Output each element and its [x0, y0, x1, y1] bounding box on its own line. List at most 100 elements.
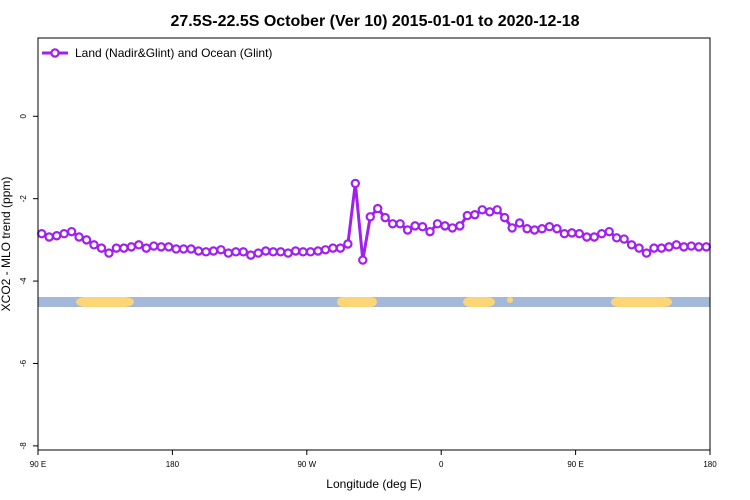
x-tick-label: 180: [166, 460, 180, 469]
data-point: [350, 178, 361, 189]
data-point: [358, 255, 368, 265]
y-tick-label: 0: [19, 114, 28, 119]
data-point: [37, 228, 47, 239]
data-point: [395, 219, 405, 229]
data-point: [701, 242, 711, 252]
data-point: [544, 221, 555, 232]
data-point: [343, 239, 353, 249]
data-point: [149, 241, 159, 251]
x-axis-label: Longitude (deg E): [326, 477, 421, 491]
data-point: [141, 243, 151, 253]
data-point: [156, 242, 166, 252]
data-point: [402, 225, 413, 235]
data-point: [455, 221, 465, 231]
data-point: [664, 242, 674, 252]
data-point: [567, 228, 577, 238]
plot-frame: [37, 37, 711, 451]
data-point: [611, 233, 622, 243]
chart-title: 27.5S-22.5S October (Ver 10) 2015-01-01 …: [170, 13, 579, 30]
data-point: [656, 243, 667, 253]
data-point: [626, 240, 637, 250]
data-point: [238, 247, 249, 257]
data-point: [246, 250, 256, 260]
data-point: [686, 241, 697, 251]
data-point: [126, 242, 137, 252]
data-point: [410, 221, 420, 231]
data-point: [119, 243, 129, 253]
x-tick-label: 0: [439, 460, 444, 469]
data-point: [522, 224, 532, 234]
data-point: [492, 205, 502, 215]
data-point: [529, 225, 540, 235]
data-point: [537, 224, 547, 234]
data-point: [313, 246, 323, 256]
data-point: [425, 226, 435, 237]
data-point: [440, 221, 450, 231]
land-band: [337, 297, 377, 307]
y-tick-label: -4: [19, 277, 28, 285]
data-point: [387, 219, 398, 229]
data-point: [671, 240, 682, 250]
data-point: [134, 240, 144, 250]
data-point: [163, 242, 174, 252]
data-point: [462, 210, 473, 221]
data-point: [335, 243, 346, 253]
data-point: [193, 246, 204, 256]
data-point: [96, 243, 107, 253]
data-point: [589, 232, 599, 242]
data-point: [275, 247, 286, 257]
data-point: [514, 218, 525, 228]
data-point: [268, 247, 278, 257]
x-tick-label: 180: [703, 460, 717, 469]
data-point: [499, 212, 510, 223]
land-band: [463, 297, 495, 307]
data-point: [178, 244, 189, 254]
land-band: [76, 297, 134, 307]
data-point: [201, 247, 211, 257]
data-point: [641, 248, 652, 258]
data-point: [447, 223, 458, 233]
data-point: [171, 244, 181, 254]
y-tick-label: -8: [19, 442, 28, 450]
data-point: [432, 219, 443, 229]
data-point: [223, 248, 234, 258]
data-point: [417, 221, 428, 232]
data-point: [208, 246, 219, 256]
data-point: [290, 246, 301, 256]
data-point: [507, 223, 517, 233]
data-point: [298, 247, 308, 257]
data-point: [559, 228, 570, 239]
data-point: [186, 244, 196, 254]
data-point: [597, 228, 607, 239]
data-point: [51, 231, 62, 241]
y-tick-label: -6: [19, 359, 28, 367]
data-point: [253, 248, 263, 258]
data-point: [552, 224, 562, 234]
plot-area: [37, 178, 711, 265]
data-point: [365, 212, 375, 222]
data-point: [320, 245, 331, 255]
x-tick-label: 90 W: [297, 460, 316, 469]
data-point: [231, 247, 241, 257]
data-point: [485, 207, 495, 217]
data-point: [66, 226, 77, 237]
land-band: [507, 297, 513, 303]
y-tick-label: -2: [19, 195, 28, 203]
data-point: [261, 246, 271, 256]
data-point: [604, 226, 614, 237]
data-point: [694, 242, 704, 252]
data-point: [305, 247, 316, 257]
data-point: [373, 203, 383, 214]
data-point: [328, 243, 338, 253]
data-point: [216, 245, 226, 255]
data-point: [582, 232, 592, 242]
data-point: [470, 210, 480, 220]
legend-label: Land (Nadir&Glint) and Ocean (Glint): [75, 46, 272, 60]
y-axis-label: XCO2 - MLO trend (ppm): [0, 177, 13, 312]
land-ocean-mask: [38, 297, 710, 307]
data-point: [44, 232, 54, 242]
data-point: [619, 234, 629, 244]
data-point: [679, 242, 689, 252]
data-point: [477, 205, 487, 215]
